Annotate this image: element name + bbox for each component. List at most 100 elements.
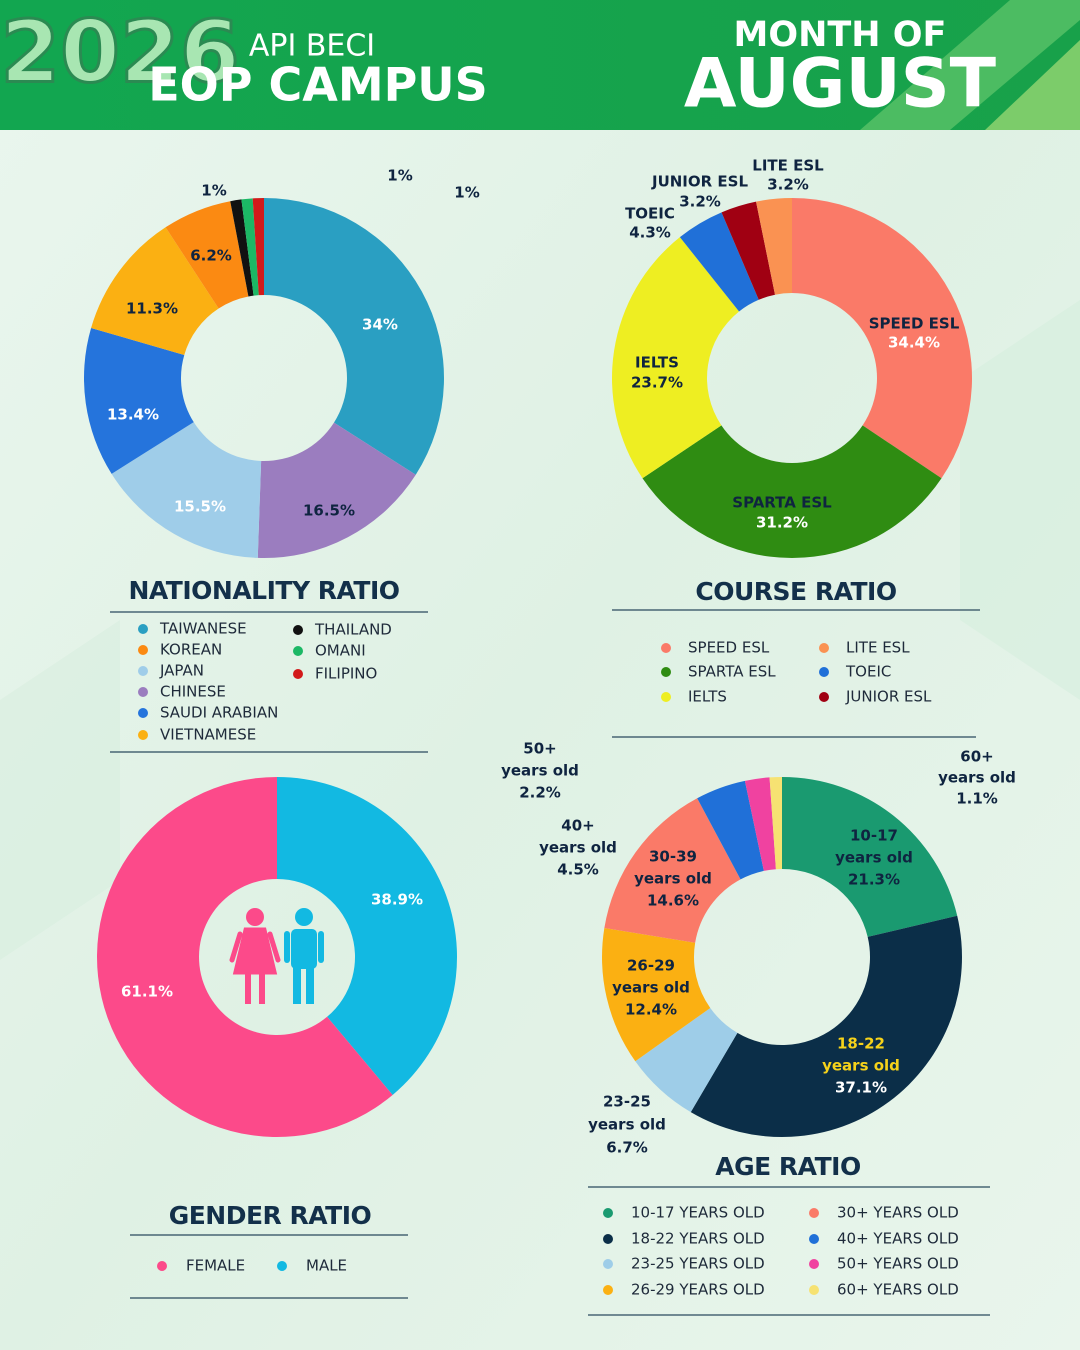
header-month-prefix: MONTH OF bbox=[734, 15, 947, 55]
slice-label: 6.7% bbox=[606, 1139, 648, 1157]
donut-slice bbox=[252, 198, 264, 296]
slice-label: 13.4% bbox=[107, 406, 159, 424]
slice-label: years old bbox=[938, 769, 1016, 787]
male-icon bbox=[284, 931, 290, 963]
legend-label: FEMALE bbox=[186, 1257, 245, 1275]
donut-slice bbox=[230, 199, 254, 297]
slice-label: SPARTA ESL bbox=[732, 494, 832, 512]
slice-label: years old bbox=[634, 870, 712, 888]
header-month: AUGUST bbox=[684, 45, 997, 124]
bg-shape bbox=[0, 620, 120, 960]
legend-swatch bbox=[661, 667, 671, 677]
legend-label: SPARTA ESL bbox=[688, 663, 776, 681]
female-icon bbox=[229, 927, 281, 975]
legend-label: 30+ YEARS OLD bbox=[837, 1204, 959, 1222]
donut-slice bbox=[769, 777, 782, 870]
legend-swatch bbox=[661, 643, 671, 653]
donut-slice bbox=[264, 198, 444, 475]
chart-title: AGE RATIO bbox=[715, 1152, 860, 1181]
legend-label: JUNIOR ESL bbox=[845, 688, 932, 706]
header-campus-line1: API BECI bbox=[249, 29, 375, 64]
legend-swatch bbox=[138, 624, 148, 634]
slice-label: 34.4% bbox=[888, 334, 940, 352]
legend-label: VIETNAMESE bbox=[160, 726, 256, 744]
slice-label: TOEIC bbox=[625, 205, 675, 223]
donut-slice bbox=[679, 212, 759, 312]
legend-label: TAIWANESE bbox=[159, 620, 247, 638]
slice-label: 34% bbox=[362, 316, 398, 334]
legend-label: 60+ YEARS OLD bbox=[837, 1281, 959, 1299]
donut-slice bbox=[97, 777, 393, 1137]
header-year: 2026 bbox=[0, 2, 239, 102]
slice-label: 1.1% bbox=[956, 790, 998, 808]
legend-label: JAPAN bbox=[159, 662, 204, 680]
legend-swatch bbox=[138, 666, 148, 676]
donut-slice bbox=[611, 237, 740, 479]
legend-label: 10-17 YEARS OLD bbox=[631, 1204, 765, 1222]
donut-slice bbox=[604, 798, 741, 943]
slice-label: years old bbox=[612, 979, 690, 997]
legend-label: OMANI bbox=[315, 642, 366, 660]
male-icon bbox=[306, 966, 314, 1004]
legend-label: 23-25 YEARS OLD bbox=[631, 1255, 765, 1273]
legend-swatch bbox=[819, 667, 829, 677]
slice-label: 60+ bbox=[960, 748, 993, 766]
donut-slice bbox=[241, 198, 259, 296]
slice-label: 26-29 bbox=[627, 957, 675, 975]
female-icon bbox=[246, 908, 264, 926]
slice-label: 30-39 bbox=[649, 848, 697, 866]
slice-label: 4.3% bbox=[629, 224, 671, 242]
donut-slice bbox=[111, 422, 262, 558]
slice-label: 10-17 bbox=[850, 827, 898, 845]
slice-label: 1% bbox=[454, 184, 479, 202]
slice-label: 12.4% bbox=[625, 1001, 677, 1019]
slice-label: 21.3% bbox=[848, 871, 900, 889]
donut-slice bbox=[277, 777, 458, 1095]
legend-swatch bbox=[138, 730, 148, 740]
legend-swatch bbox=[809, 1285, 819, 1295]
slice-label: 38.9% bbox=[371, 891, 423, 909]
donut-slice bbox=[744, 777, 776, 871]
slice-label: 31.2% bbox=[756, 514, 808, 532]
slice-label: years old bbox=[822, 1057, 900, 1075]
slice-label: JUNIOR ESL bbox=[651, 173, 748, 191]
legend-label: 40+ YEARS OLD bbox=[837, 1230, 959, 1248]
legend-label: SPEED ESL bbox=[688, 639, 770, 657]
slice-label: SPEED ESL bbox=[869, 315, 960, 333]
legend-label: THAILAND bbox=[314, 621, 392, 639]
slice-label: years old bbox=[835, 849, 913, 867]
legend-label: 26-29 YEARS OLD bbox=[631, 1281, 765, 1299]
legend-label: SAUDI ARABIAN bbox=[160, 704, 278, 722]
slice-label: years old bbox=[539, 839, 617, 857]
legend-swatch bbox=[819, 643, 829, 653]
legend-swatch bbox=[603, 1234, 613, 1244]
legend-label: MALE bbox=[306, 1257, 347, 1275]
donut-slice bbox=[642, 425, 942, 559]
donut-slice bbox=[756, 198, 792, 295]
slice-label: 14.6% bbox=[647, 892, 699, 910]
slice-label: 1% bbox=[387, 167, 412, 185]
slice-label: 15.5% bbox=[174, 498, 226, 516]
header-stripe bbox=[985, 40, 1080, 130]
slice-label: IELTS bbox=[635, 354, 679, 372]
legend-swatch bbox=[661, 692, 671, 702]
donut-slice bbox=[697, 780, 764, 880]
donut-slice bbox=[602, 927, 711, 1062]
slice-label: LITE ESL bbox=[752, 157, 824, 175]
slice-label: 37.1% bbox=[835, 1079, 887, 1097]
donut-slice bbox=[721, 201, 776, 300]
slice-label: 23-25 bbox=[603, 1093, 651, 1111]
header-campus-line2: EOP CAMPUS bbox=[148, 58, 488, 112]
slice-label: years old bbox=[588, 1116, 666, 1134]
header-stripe bbox=[860, 0, 1080, 130]
slice-label: 2.2% bbox=[519, 784, 561, 802]
legend-swatch bbox=[138, 645, 148, 655]
legend-swatch bbox=[138, 708, 148, 718]
slice-label: 1% bbox=[201, 182, 226, 200]
legend-swatch bbox=[603, 1285, 613, 1295]
slice-label: 4.5% bbox=[557, 861, 599, 879]
donut-slice bbox=[165, 201, 249, 309]
legend-swatch bbox=[293, 646, 303, 656]
chart-title: GENDER RATIO bbox=[169, 1201, 372, 1230]
